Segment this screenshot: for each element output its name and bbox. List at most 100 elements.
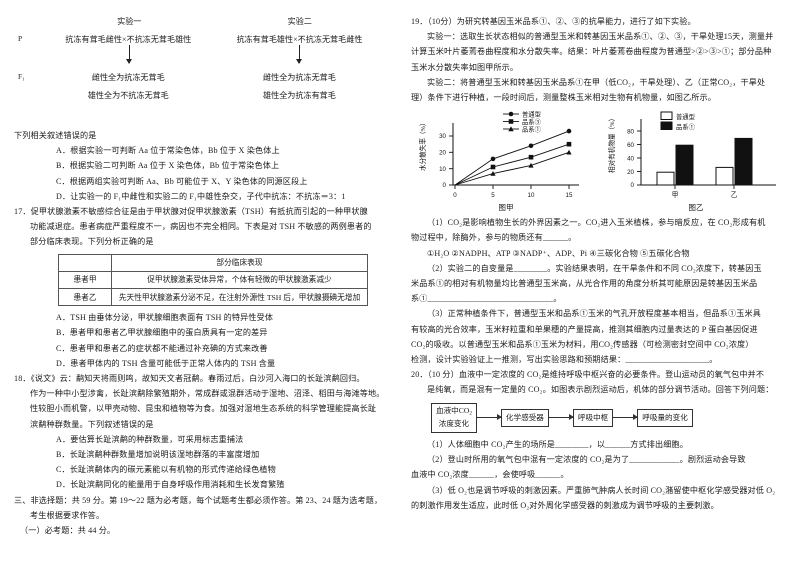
line-chart-title: 图甲 — [498, 203, 514, 213]
q19-sub2-line-1: （2）实验二的自变量是________。实验结果表明，在干旱条件和不同 CO₂浓… — [427, 263, 762, 273]
y-tick-0: 0 — [631, 182, 635, 189]
f1-female-2: 雌性全为抗冻无茸毛 — [263, 73, 336, 82]
table-corner-cell — [58, 253, 112, 272]
q18-line-3: 性较胆小而机警，以甲壳动物、昆虫和植物等为食。加强对湿地生态系统的科学管理能提高… — [30, 404, 377, 414]
legend-label-0: 普通型 — [522, 110, 541, 119]
section3-line-1: 三、非选择题：共 59 分。第 19～22 题为必考题，每个试题考生都必须作答。… — [14, 495, 383, 505]
q17-text-1: 促甲状腺激素不敏感综合征是由于甲状腺对促甲状腺激素（TSH）有抵抗而引起的一种甲… — [30, 207, 368, 217]
experiment-cross-diagram: 实验一 实验二 P 抗冻有茸毛雌性×不抗冻无茸毛雄性 抗冻有茸毛雄性×不抗冻无茸… — [14, 16, 385, 128]
q20-sub3-line-2: 的刺激作用发生适应，此时低 O₂对外周化学感受器的刺激成为调节呼吸的主要刺激。 — [411, 500, 719, 510]
section3-line-3: （一）必考题：共 44 分。 — [20, 526, 116, 536]
clinical-table: 部分临床表现 患者甲 促甲状腺激素受体异常，个体有轻微的甲状腺激素减少 患者乙 … — [58, 253, 368, 307]
legend-label-1: 品系③ — [522, 117, 542, 126]
q16-option-c: C．根据两组实验可判断 Aa、Bb 可能位于 X、Y 染色体的同源区段上 — [56, 176, 308, 186]
arrow-row — [44, 45, 385, 65]
flow-arrow-icon — [613, 414, 639, 421]
q17-option-a: A．TSH 由垂体分泌，甲状腺细胞表面有 TSH 的特异性受体 — [56, 313, 274, 323]
f1-female-1: 雌性全为抗冻无茸毛 — [91, 73, 165, 82]
y-tick-30: 30 — [439, 133, 446, 140]
p-cross-1: 抗冻有茸毛雌性×不抗冻无茸毛雄性 — [65, 35, 192, 44]
data-point — [566, 142, 572, 147]
f1-generation-row-1: F₁ 雌性全为抗冻无茸毛 雌性全为抗冻无茸毛 — [14, 72, 385, 83]
q20-sub1: （1）人体细胞中 CO₂产生的场所是________，以______方式排出细胞… — [427, 439, 689, 449]
q18-option-b: B．长趾滨鹬种群数量增加说明该湿地群落的丰富度增加 — [56, 450, 260, 460]
q18-number: 18． — [14, 374, 31, 383]
f1-label-blank — [14, 90, 43, 101]
bar-normal-yi — [715, 167, 734, 186]
q17-option-c: C．患者甲和患者乙的症状都不能通过补充碘的方式来改善 — [56, 343, 268, 353]
data-point — [566, 149, 572, 155]
legend-label-0: 普通型 — [676, 112, 695, 121]
q20-sub2-line-1: （2）登山时所用的氧气包中混有一定浓度的 CO₂是为了____________。… — [427, 455, 746, 465]
flow-node-respiratory-center: 呼吸中枢 — [572, 409, 614, 427]
q18-option-a: A．要估算长趾滨鹬的种群数量，可采用标志重捕法 — [56, 434, 244, 444]
q17-number: 17． — [14, 207, 31, 217]
line-chart-legend: 普通型 品系③ 品系① — [503, 110, 542, 134]
y-tick-10: 10 — [439, 166, 446, 173]
legend-marker-circle-icon — [508, 111, 514, 117]
q19-choices: ①H₂O ②NADPH、ATP ③NADP⁺、ADP、Pi ④三碳化合物 ⑤五碳… — [427, 248, 690, 258]
q19-sub2-line-2: 米品系①的相对有机物量均比普通型玉米高，从光合作用的角度分析其可能原因是转基因玉… — [411, 279, 758, 289]
experiment-header-2: 实验二 — [287, 17, 312, 26]
data-point — [490, 164, 496, 170]
q19-line-6: 理）条件下进行种植，一段时间后，测量整株玉米相对生物有机物量，如图乙所示。 — [411, 93, 717, 103]
y-tick-20: 20 — [627, 169, 634, 176]
p-label: P — [18, 34, 23, 43]
arrow-box-1 — [44, 45, 215, 65]
down-arrow-icon — [296, 45, 303, 64]
table-header-row: 部分临床表现 — [58, 253, 368, 272]
experiment-header-1: 实验一 — [117, 17, 142, 26]
data-point — [528, 143, 534, 149]
down-arrow-icon — [125, 45, 132, 64]
flow-arrow-icon — [476, 414, 502, 421]
x-tick-15: 15 — [566, 192, 573, 199]
q18-line-2: 作为一种中小型涉禽，长趾滨鹬除繁殖期外，常成群或混群活动于湿地、沼泽、稻田与海滩… — [30, 389, 385, 399]
data-point — [566, 129, 572, 134]
q17-line-3: 部分临床表现。下列分析正确的是 — [30, 237, 154, 247]
p-cross-2: 抗冻有茸毛雄性×不抗冻无茸毛雌性 — [236, 35, 363, 44]
flow-arrow-icon — [548, 414, 574, 421]
patient-b-value: 先天性甲状腺激素分泌不足，在注射外源性 TSH 后，甲状腺摄碘无增加 — [111, 287, 368, 307]
y-axis-label: 水分散失率（%） — [418, 120, 427, 172]
legend-label-2: 品系① — [522, 125, 542, 134]
y-tick-40: 40 — [627, 156, 634, 163]
q20-sub3-line-1: （3）低 O₂也是调节呼吸的刺激因素。严重肺气肿病人长时间 CO₂潴留使中枢化学… — [427, 485, 776, 495]
right-column: 19．（10分）为研究转基因玉米品系①、②、③的抗旱能力，进行了如下实验。 实验… — [397, 14, 784, 554]
f1-male-1: 雄性全为不抗冻无茸毛 — [87, 91, 169, 100]
patient-b-label: 患者乙 — [58, 287, 112, 307]
table-row: 患者甲 促甲状腺激素受体异常，个体有轻微的甲状腺激素减少 — [58, 270, 368, 290]
water-loss-line-chart: 0 10 20 30 0 5 10 15 水分散失率（%） — [418, 110, 579, 199]
flow-node-co2: 血液中CO2 浓度变化 — [431, 402, 477, 433]
f1-generation-row-2: 雄性全为不抗冻无茸毛 雄性全为抗冻有茸毛 — [14, 90, 385, 101]
bar-chart-title: 图乙 — [688, 203, 704, 213]
q19-sub3-line-2: 有较高的光合效率，玉米籽粒重和单果穗的产量提高，推测其细胞内过量表达的 P 蛋白… — [411, 324, 758, 334]
y-tick-60: 60 — [627, 142, 634, 149]
q18-option-d: D．长趾滨鹬同化的能量用于自身呼吸作用消耗和生长发育繁殖 — [56, 480, 285, 490]
x-tick-10: 10 — [528, 192, 535, 199]
q20-sub2-line-2: 血液中 CO₂浓度______，会使呼吸______。 — [411, 470, 569, 480]
legend-swatch-line1-icon — [660, 121, 673, 131]
organic-matter-bar-chart: 0 20 40 60 80 相对有机物量（%） 甲 乙 — [607, 111, 776, 199]
q20-number: 20． — [411, 370, 428, 380]
patient-a-value: 促甲状腺激素受体异常，个体有轻微的甲状腺激素减少 — [111, 270, 368, 290]
arrow-box-2 — [215, 45, 386, 65]
q17-option-d: D．患者甲体内的 TSH 含量可能低于正常人体内的 TSH 含量 — [56, 358, 276, 368]
section3-line-2: 考生根据要求作答。 — [30, 510, 105, 520]
legend-marker-triangle-icon — [508, 126, 514, 132]
q20-text-1: （10 分）血液中一定浓度的 CO₂是维持呼吸中枢兴奋的必要条件。登山运动员的氧… — [427, 370, 765, 380]
bar-line1-yi — [734, 138, 753, 186]
q16-option-a: A．根据实验一可判断 Aa 位于常染色体，Bb 位于 X 染色体上 — [56, 146, 280, 156]
flow-node-chemoreceptor: 化学感受器 — [500, 409, 549, 427]
q20-line-2: 是纯氧，而是混有一定量的 CO₂。如图表示剧烈运动后，机体的部分调节活动。回答下… — [427, 385, 774, 395]
q19-sub3-line-1: （3）正常种植条件下，普通型玉米和品系①玉米的气孔开放程度基本相当，但品系①玉米… — [427, 309, 761, 319]
line-chart-block: 0 10 20 30 0 5 10 15 水分散失率（%） — [411, 109, 601, 213]
legend-label-1: 品系① — [676, 122, 696, 131]
q19-sub2-line-3: 系①______________________________。 — [411, 294, 562, 304]
y-tick-0: 0 — [443, 182, 447, 189]
q19-text-1: （10分）为研究转基因玉米品系①、②、③的抗旱能力，进行了如下实验。 — [427, 17, 696, 26]
table-header-clinical: 部分临床表现 — [111, 253, 368, 272]
data-point — [490, 171, 496, 177]
q19-line-1: 19．（10分）为研究转基因玉米品系①、②、③的抗旱能力，进行了如下实验。 — [411, 14, 780, 29]
flow-node-respiration-change: 呼吸量的变化 — [637, 409, 693, 427]
